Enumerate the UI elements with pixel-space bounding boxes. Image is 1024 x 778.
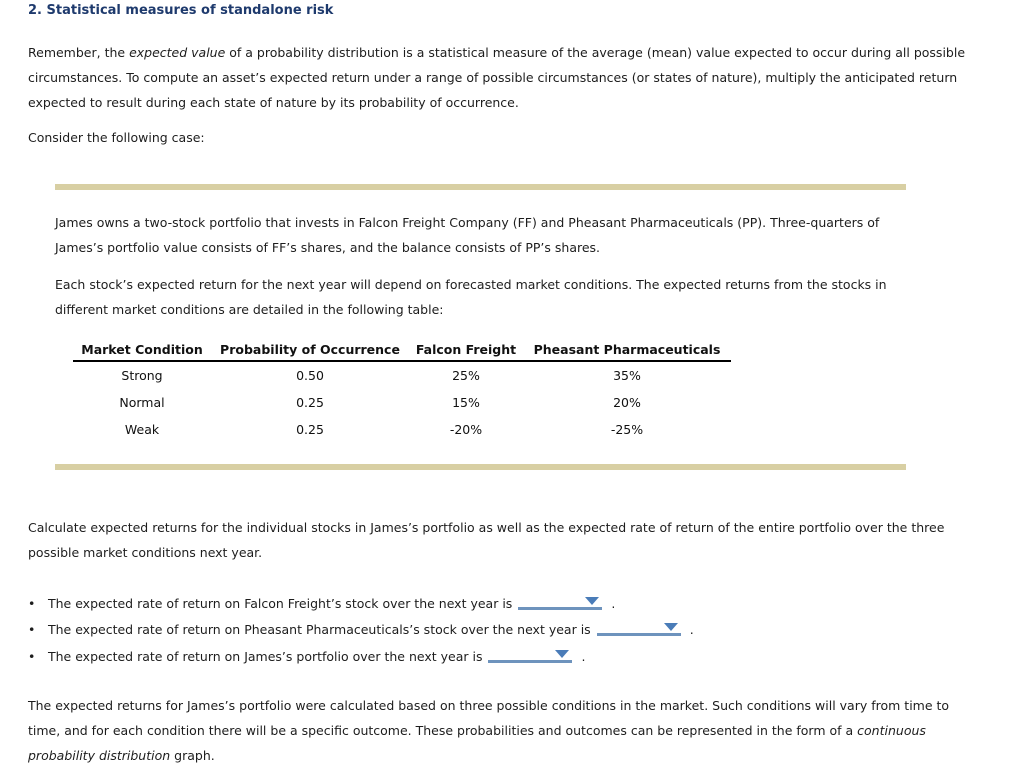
closing-line3-italic: probability distribution: [28, 747, 171, 763]
cell-pheasant-pharma: 20%: [613, 395, 641, 410]
cell-falcon-freight: 25%: [452, 368, 480, 383]
question-portfolio: The expected rate of return on James’s p…: [28, 644, 585, 669]
cell-falcon-freight: 15%: [452, 395, 480, 410]
dropdown-caret-icon: [555, 650, 570, 658]
closing-line-1: The expected returns for James’s portfol…: [28, 698, 950, 713]
case-box-bottom-divider: [55, 464, 906, 470]
instructions-paragraph: Calculate expected returns for the indiv…: [28, 516, 944, 566]
intro-line1-post: of a probability distribution is a stati…: [225, 45, 966, 60]
cell-condition: Normal: [119, 395, 165, 410]
case-p2-line-2: different market conditions are detailed…: [55, 301, 444, 317]
question-period: .: [689, 622, 694, 637]
consider-label: Consider the following case:: [28, 130, 205, 145]
returns-table: Market Condition Probability of Occurren…: [73, 338, 731, 443]
question-pheasant-pharma: The expected rate of return on Pheasant …: [28, 617, 694, 642]
intro-line-1: Remember, the expected value of a probab…: [28, 41, 965, 66]
cell-probability: 0.25: [296, 395, 324, 410]
cell-condition: Weak: [124, 422, 160, 437]
header-falcon-freight: Falcon Freight: [409, 338, 523, 362]
table-row: Normal 0.25 15% 20%: [73, 389, 731, 416]
table-row: Weak 0.25 -20% -25%: [73, 416, 731, 443]
page-title: 2. Statistical measures of standalone ri…: [28, 3, 334, 18]
header-market-condition: Market Condition: [73, 338, 211, 362]
header-probability: Probability of Occurrence: [211, 338, 409, 362]
cell-falcon-freight: -20%: [449, 422, 483, 437]
question-text: The expected rate of return on James’s p…: [47, 649, 483, 664]
closing-paragraph: The expected returns for James’s portfol…: [28, 694, 949, 768]
cell-condition: Strong: [121, 368, 163, 383]
question-text: The expected rate of return on Pheasant …: [47, 622, 591, 637]
question-text: The expected rate of return on Falcon Fr…: [47, 596, 513, 611]
question-falcon-freight: The expected rate of return on Falcon Fr…: [28, 591, 615, 616]
closing-line-2: time, and for each condition there will …: [28, 719, 949, 744]
instructions-line-2: possible market conditions next year.: [28, 544, 263, 560]
closing-line-3: probability distribution graph.: [28, 744, 949, 769]
intro-paragraph: Remember, the expected value of a probab…: [28, 41, 965, 115]
intro-line-3: expected to result during each state of …: [28, 94, 519, 110]
intro-line-2: circumstances. To compute an asset’s exp…: [28, 69, 958, 85]
dropdown-caret-icon: [585, 597, 600, 605]
intro-line1-pre: Remember, the: [28, 45, 130, 60]
question-period: .: [611, 596, 616, 611]
returns-table-header-row: Market Condition Probability of Occurren…: [73, 338, 731, 362]
cell-probability: 0.25: [296, 422, 324, 437]
cell-pheasant-pharma: 35%: [613, 368, 641, 383]
cell-probability: 0.50: [296, 368, 324, 383]
case-p1-line-1: James owns a two-stock portfolio that in…: [55, 215, 880, 230]
closing-line2-pre: time, and for each condition there will …: [28, 722, 858, 738]
intro-line1-italic: expected value: [129, 45, 226, 60]
dropdown-caret-icon: [663, 623, 678, 631]
case-p2-line-1: Each stock’s expected return for the nex…: [55, 277, 887, 292]
instructions-line-1: Calculate expected returns for the indiv…: [28, 520, 945, 535]
answer-dropdown-falcon-freight[interactable]: [518, 595, 603, 610]
answer-dropdown-portfolio[interactable]: [488, 648, 573, 663]
case-paragraph-1: James owns a two-stock portfolio that in…: [55, 211, 879, 261]
cell-pheasant-pharma: -25%: [610, 422, 644, 437]
answer-dropdown-pheasant-pharma[interactable]: [596, 621, 681, 636]
case-paragraph-2: Each stock’s expected return for the nex…: [55, 273, 887, 323]
question-period: .: [581, 649, 586, 664]
case-p1-line-2: James’s portfolio value consists of FF’s…: [55, 239, 601, 255]
table-row: Strong 0.50 25% 35%: [73, 361, 731, 389]
header-pheasant-pharmaceuticals: Pheasant Pharmaceuticals: [523, 338, 731, 362]
case-box-top-divider: [55, 184, 906, 190]
closing-line3-post: graph.: [170, 747, 215, 763]
closing-line2-italic: continuous: [857, 722, 926, 738]
